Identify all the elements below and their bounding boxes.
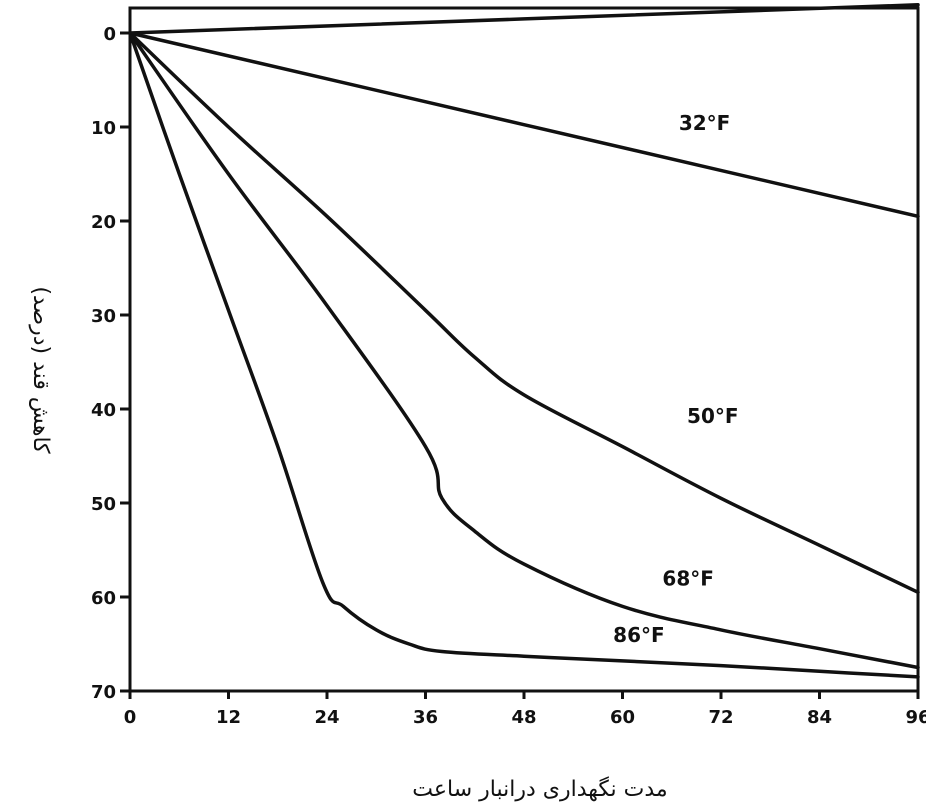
y-tick-label: 60 bbox=[91, 588, 116, 609]
x-tick-label: 72 bbox=[708, 707, 733, 728]
y-tick-label: 20 bbox=[91, 212, 116, 233]
plot-frame bbox=[128, 6, 920, 693]
y-axis: 0 10 20 30 40 50 60 70 bbox=[91, 24, 130, 703]
x-tick-label: 0 bbox=[124, 707, 137, 728]
x-tick-label: 24 bbox=[314, 707, 339, 728]
series-line-0 bbox=[128, 31, 920, 219]
x-tick-label: 36 bbox=[413, 707, 438, 728]
series-label-1: 50°F bbox=[687, 404, 739, 428]
x-tick-label: 60 bbox=[610, 707, 635, 728]
series-label-3: 86°F bbox=[613, 623, 665, 647]
y-tick-label: 30 bbox=[91, 306, 116, 327]
series-labels: 32°F 50°F 68°F 86°F bbox=[613, 111, 738, 647]
y-tick-label: 40 bbox=[91, 400, 116, 421]
x-tick-label: 48 bbox=[511, 707, 536, 728]
x-axis-title: مدت نگهداری درانبار ساعت bbox=[412, 776, 667, 802]
series-label-0: 32°F bbox=[679, 111, 731, 135]
series-line-4 bbox=[128, 3, 920, 35]
x-axis: 0 12 24 36 48 60 72 84 96 bbox=[124, 691, 926, 728]
y-tick-label: 10 bbox=[91, 118, 116, 139]
series-line-2 bbox=[128, 31, 920, 670]
x-tick-label: 84 bbox=[807, 707, 832, 728]
series-line-1 bbox=[128, 31, 920, 595]
x-tick-label: 96 bbox=[905, 707, 926, 728]
series-line-3 bbox=[128, 31, 920, 679]
series-lines bbox=[128, 3, 920, 679]
y-axis-title: کاهش قند (درصد) bbox=[28, 286, 53, 454]
y-tick-label: 50 bbox=[91, 494, 116, 515]
y-tick-label: 70 bbox=[91, 682, 116, 703]
x-tick-label: 12 bbox=[216, 707, 241, 728]
y-tick-label: 0 bbox=[103, 24, 116, 45]
series-label-2: 68°F bbox=[662, 567, 714, 591]
